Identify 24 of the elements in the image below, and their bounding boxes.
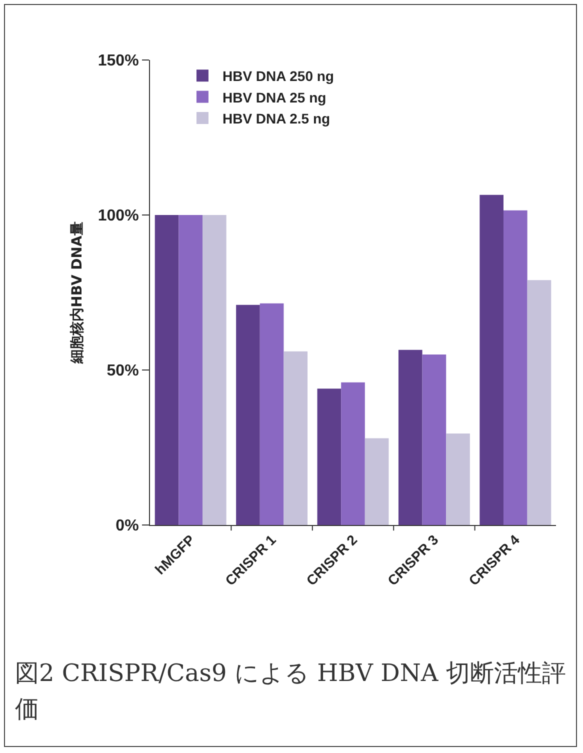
bar	[317, 388, 342, 525]
bar	[480, 194, 504, 525]
bar	[422, 354, 446, 525]
bar	[202, 215, 226, 525]
caption: 図2 CRISPR/Cas9 による HBV DNA 切断活性評価	[15, 658, 567, 725]
bar	[284, 351, 308, 525]
bar	[341, 382, 365, 525]
bar	[527, 280, 552, 525]
bar	[398, 350, 422, 525]
legend-label: HBV DNA 2.5 ng	[222, 110, 330, 126]
y-tick-label: 150%	[98, 52, 139, 70]
bar	[236, 304, 260, 525]
bar	[260, 303, 284, 525]
legend-label: HBV DNA 250 ng	[222, 68, 334, 84]
bar	[178, 215, 203, 525]
bar	[503, 210, 528, 525]
y-tick-label: 50%	[106, 362, 139, 380]
y-tick-label: 100%	[98, 208, 139, 225]
bar	[446, 434, 470, 525]
bar	[364, 438, 389, 525]
legend-label: HBV DNA 25 ng	[222, 89, 326, 106]
y-axis-title: 細胞核内HBV DNA量	[69, 222, 86, 364]
y-tick-label: 0%	[116, 518, 139, 535]
bar	[154, 215, 179, 525]
